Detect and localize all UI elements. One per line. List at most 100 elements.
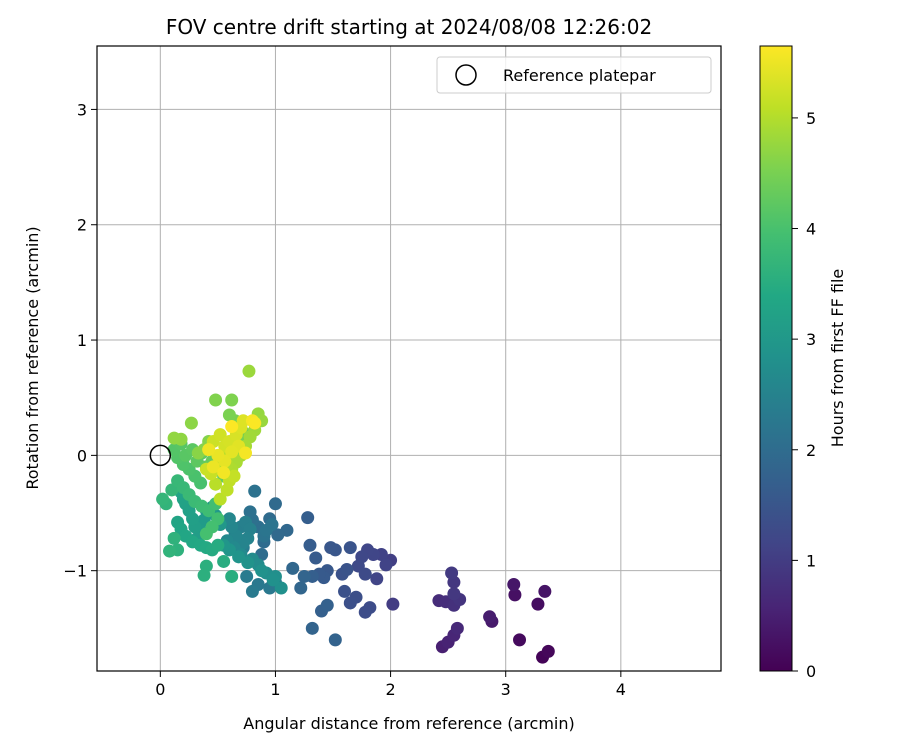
data-point (248, 484, 262, 498)
data-point (156, 492, 170, 506)
data-point (266, 573, 280, 587)
y-axis-label: Rotation from reference (arcmin) (23, 226, 42, 489)
data-point (507, 578, 521, 592)
legend-marker-icon (455, 64, 477, 86)
colorbar-tick-label: 4 (806, 220, 816, 239)
x-tick-label: 3 (501, 680, 511, 699)
data-point (197, 568, 211, 582)
data-point (167, 431, 181, 445)
colorbar-tick-label: 5 (806, 109, 816, 128)
data-point (508, 588, 522, 602)
data-point (163, 544, 177, 558)
y-tick-label: −1 (63, 562, 87, 581)
y-tick-label: 3 (77, 100, 87, 119)
data-point (213, 492, 227, 506)
data-point (240, 569, 254, 583)
data-point (259, 523, 273, 537)
colorbar-tick-label: 2 (806, 441, 816, 460)
data-point (541, 644, 555, 658)
data-point (309, 551, 323, 565)
data-point (358, 567, 372, 581)
legend-label: Reference platepar (503, 66, 656, 85)
colorbar-tick-label: 1 (806, 551, 816, 570)
data-point (450, 621, 464, 635)
data-point (167, 531, 181, 545)
data-point (242, 364, 256, 378)
colorbar-label: Hours from first FF file (828, 269, 847, 448)
data-point (386, 597, 400, 611)
grid (97, 46, 721, 671)
data-point (320, 598, 334, 612)
data-point (184, 416, 198, 430)
data-point (191, 446, 205, 460)
data-point (243, 505, 257, 519)
x-tick-label: 2 (385, 680, 395, 699)
data-point (227, 469, 241, 483)
data-point (255, 564, 269, 578)
data-point (206, 460, 220, 474)
data-point (222, 408, 236, 422)
data-point (343, 541, 357, 555)
x-tick-label: 0 (155, 680, 165, 699)
data-point (236, 414, 250, 428)
data-point (202, 443, 216, 457)
x-axis-ticks: 0 1 2 3 4 (155, 671, 626, 699)
data-point (213, 428, 227, 442)
data-point (245, 584, 259, 598)
data-point (305, 621, 319, 635)
colorbar: 0 1 2 3 4 5 Hours from first FF file (759, 45, 847, 681)
y-tick-label: 2 (77, 216, 87, 235)
data-point (232, 550, 246, 564)
y-axis-ticks: −1 0 1 2 3 (63, 100, 97, 581)
data-point (199, 527, 213, 541)
x-tick-label: 1 (270, 680, 280, 699)
legend: Reference platepar (436, 56, 712, 94)
data-point (531, 597, 545, 611)
data-point (343, 596, 357, 610)
data-point (268, 497, 282, 511)
data-point (239, 446, 253, 460)
data-point (338, 584, 352, 598)
data-point (248, 416, 262, 430)
data-point (274, 581, 288, 595)
data-point (379, 558, 393, 572)
y-tick-label: 1 (77, 331, 87, 350)
colorbar-gradient (759, 45, 793, 672)
colorbar-tick-label: 0 (806, 662, 816, 681)
data-point (217, 466, 231, 480)
x-tick-label: 4 (616, 680, 626, 699)
legend-box (436, 56, 712, 94)
chart-title: FOV centre drift starting at 2024/08/08 … (166, 15, 652, 39)
reference-platepar-marker (149, 444, 172, 467)
data-point (209, 477, 223, 491)
data-point (538, 584, 552, 598)
colorbar-ticks: 0 1 2 3 4 5 (792, 109, 816, 681)
data-point (286, 561, 300, 575)
data-point (447, 587, 461, 601)
data-point (297, 569, 311, 583)
data-point (217, 554, 231, 568)
data-point (209, 393, 223, 407)
data-points (156, 364, 555, 664)
x-axis-label: Angular distance from reference (arcmin) (243, 714, 574, 733)
data-point (328, 633, 342, 647)
data-point (294, 581, 308, 595)
plot-frame (96, 45, 722, 672)
data-point (340, 563, 354, 577)
data-point (225, 393, 239, 407)
data-point (225, 569, 239, 583)
data-point (225, 420, 239, 434)
data-point (445, 566, 459, 580)
y-tick-label: 0 (77, 446, 87, 465)
data-point (225, 445, 239, 459)
data-point (271, 528, 285, 542)
data-point (358, 605, 372, 619)
data-point (303, 538, 317, 552)
data-point (513, 633, 527, 647)
data-point (301, 511, 315, 525)
colorbar-tick-label: 3 (806, 330, 816, 349)
data-point (483, 610, 497, 624)
data-point (370, 572, 384, 586)
data-point (324, 541, 338, 555)
